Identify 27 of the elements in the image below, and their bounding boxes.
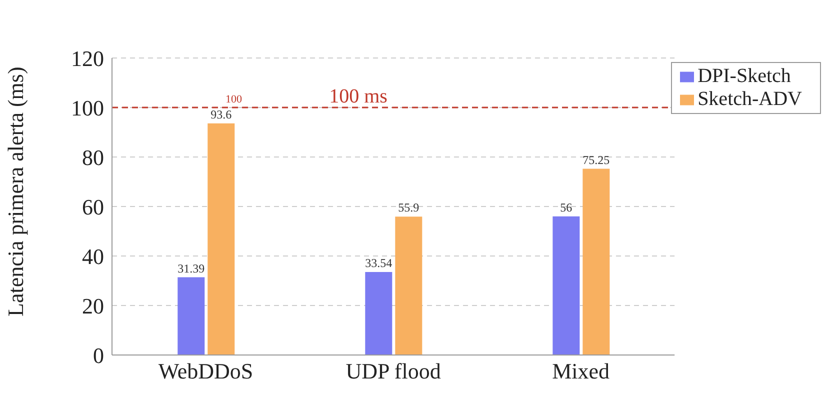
- bar: [208, 123, 235, 355]
- bar: [395, 216, 422, 355]
- data-label: 93.6: [210, 107, 232, 122]
- data-label: 55.9: [398, 200, 420, 215]
- data-label: 75.25: [582, 152, 610, 167]
- bar: [178, 277, 205, 355]
- x-tick-label: UDP flood: [346, 358, 441, 384]
- data-label: 56: [560, 200, 572, 214]
- bar: [552, 216, 580, 355]
- y-axis-title: Latencia primera alerta (ms): [2, 66, 28, 316]
- data-label: 33.54: [365, 256, 392, 270]
- y-tick-label: 100: [71, 95, 104, 120]
- data-label: 31.39: [178, 261, 205, 276]
- bar: [582, 168, 610, 355]
- bar: [365, 272, 392, 355]
- y-tick-label: 60: [82, 194, 104, 220]
- y-tick-label: 120: [71, 46, 104, 71]
- y-tick-label: 0: [93, 342, 104, 368]
- y-tick-label: 80: [82, 144, 104, 170]
- ref-line-label: 100 ms: [329, 86, 388, 108]
- x-tick-label: WebDDoS: [158, 358, 254, 384]
- legend-label: DPI-Sketch: [698, 65, 791, 87]
- annotation: 100: [226, 94, 243, 106]
- x-tick-label: Mixed: [552, 358, 610, 384]
- legend-label: Sketch-ADV: [698, 88, 802, 110]
- y-tick-label: 40: [82, 244, 104, 269]
- y-tick-label: 20: [82, 293, 104, 318]
